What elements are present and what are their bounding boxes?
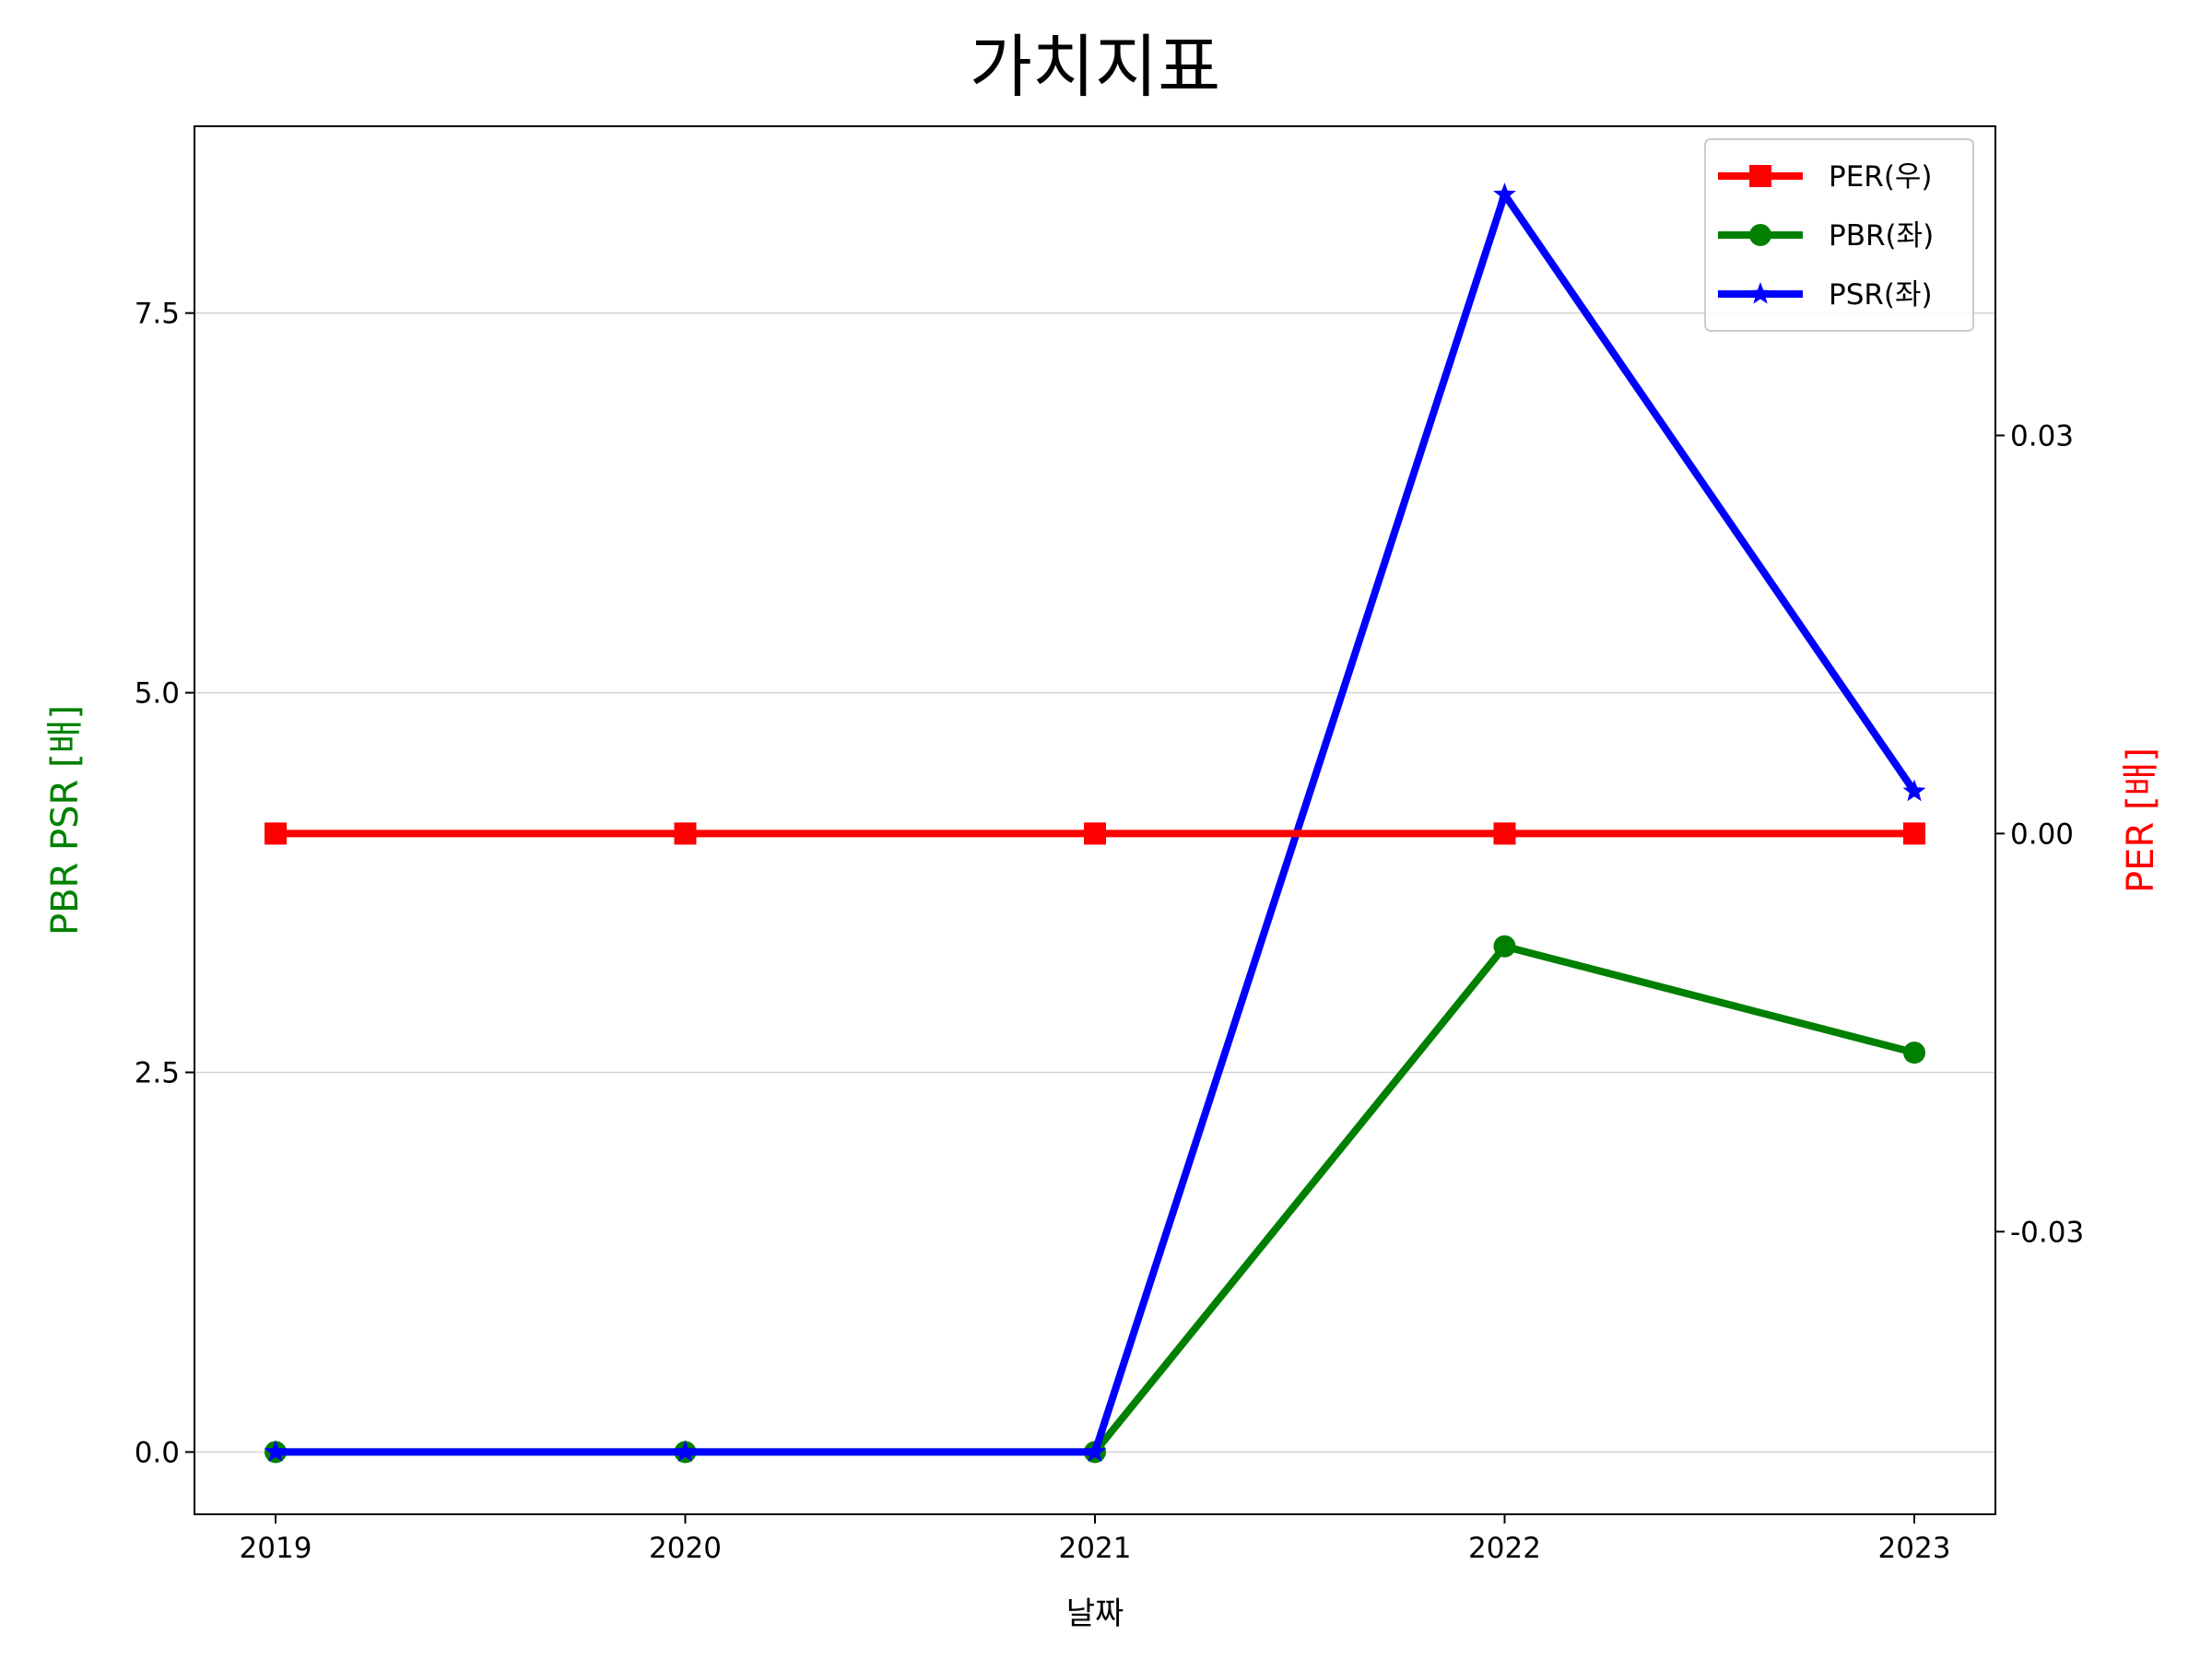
data-point bbox=[674, 822, 697, 845]
legend-marker bbox=[1749, 224, 1771, 246]
data-point bbox=[265, 822, 287, 845]
right-tick-label: 0.00 bbox=[2010, 818, 2074, 851]
data-point bbox=[264, 1440, 288, 1462]
legend-box bbox=[1704, 138, 1974, 332]
legend: PER(우) PBR(좌) PSR(좌) bbox=[1704, 138, 1974, 332]
y-axis-left-label: PBR PSR [배] bbox=[44, 705, 87, 935]
data-point bbox=[1903, 1041, 1925, 1065]
data-point bbox=[1083, 1440, 1107, 1462]
left-tick-label: 5.0 bbox=[135, 677, 180, 711]
data-point bbox=[1493, 935, 1516, 958]
x-tick-label: 2020 bbox=[649, 1532, 722, 1565]
chart-title: 가치지표 bbox=[970, 28, 1220, 107]
legend-marker bbox=[1748, 282, 1772, 304]
data-point bbox=[1902, 779, 1926, 802]
x-tick-label: 2022 bbox=[1468, 1532, 1541, 1565]
data-point bbox=[674, 1440, 697, 1462]
data-point bbox=[1493, 182, 1516, 205]
x-tick-label: 2021 bbox=[1059, 1532, 1132, 1565]
legend-label: PBR(좌) bbox=[1829, 219, 1934, 253]
left-tick-label: 7.5 bbox=[135, 298, 180, 331]
data-point bbox=[1493, 822, 1516, 845]
legend-marker bbox=[1749, 165, 1771, 187]
plot-series bbox=[264, 182, 1926, 1464]
data-point bbox=[1084, 822, 1106, 845]
x-axis-label: 날짜 bbox=[1066, 1595, 1124, 1632]
data-point bbox=[1903, 822, 1925, 845]
y-axis-right-label: PER [배] bbox=[2120, 747, 2162, 893]
legend-label: PER(우) bbox=[1829, 160, 1933, 194]
legend-label: PSR(좌) bbox=[1829, 278, 1933, 312]
right-tick-label: -0.03 bbox=[2010, 1216, 2084, 1249]
axis-ticks: 0.0 2.5 5.0 7.5 -0.03 0.00 0.03 2019 2020 2021 202… bbox=[135, 298, 2085, 1565]
left-tick-label: 2.5 bbox=[135, 1057, 180, 1090]
right-tick-label: 0.03 bbox=[2010, 419, 2074, 453]
series-star bbox=[264, 182, 1926, 1462]
series-square bbox=[265, 822, 1925, 845]
x-tick-label: 2019 bbox=[240, 1532, 312, 1565]
left-tick-label: 0.0 bbox=[135, 1436, 180, 1469]
x-tick-label: 2023 bbox=[1878, 1532, 1951, 1565]
